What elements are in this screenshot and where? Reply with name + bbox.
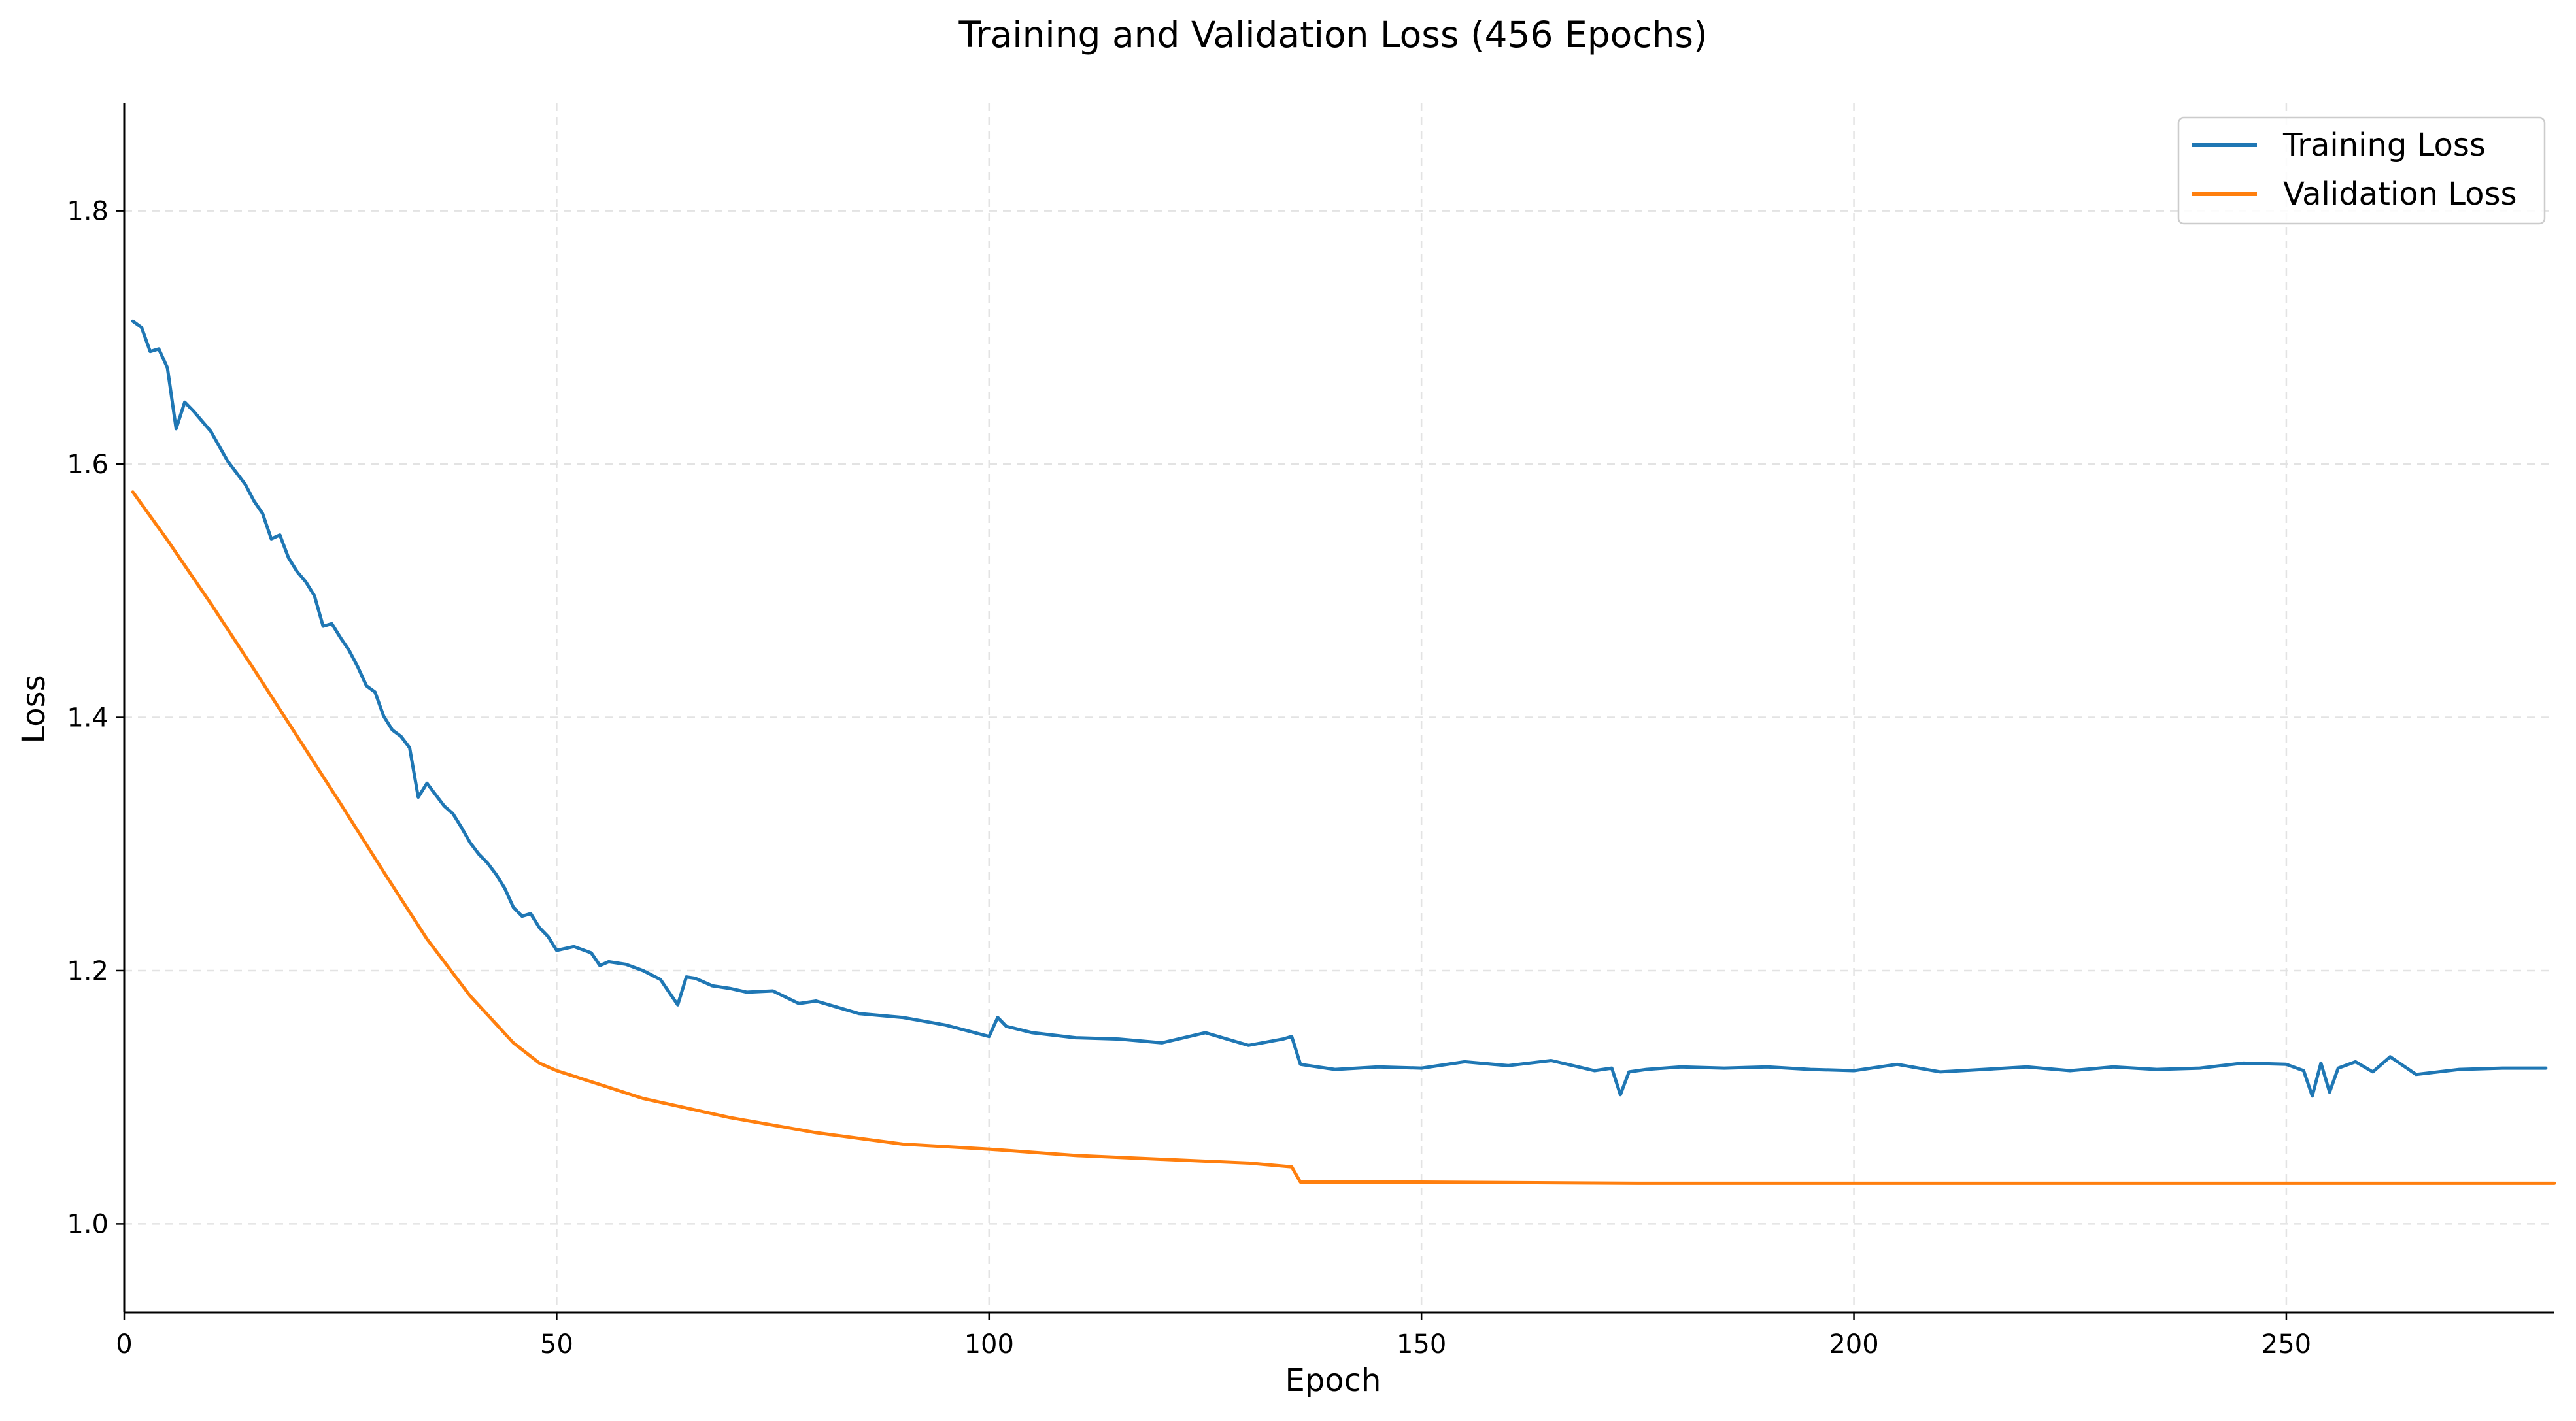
legend-label-validation-loss: Validation Loss (2283, 176, 2517, 212)
y-tick-label: 1.2 (67, 956, 109, 986)
legend-label-training-loss: Training Loss (2282, 127, 2486, 163)
legend-frame (2177, 116, 2546, 225)
series-layer (131, 319, 2556, 1185)
y-tick-label: 1.4 (67, 703, 109, 733)
validation-loss-line (131, 490, 2556, 1185)
legend: Training Loss Validation Loss (2177, 116, 2546, 225)
training-loss-line (131, 319, 2548, 1098)
x-tick-label: 250 (2262, 1329, 2311, 1360)
x-tick-label: 100 (964, 1329, 1014, 1360)
y-tick-label: 1.8 (67, 197, 109, 227)
x-tick-label: 0 (116, 1329, 132, 1360)
y-tick-label: 1.0 (67, 1209, 109, 1239)
x-axis-label: Epoch (1285, 1362, 1381, 1399)
axes-layer (123, 103, 2554, 1314)
x-tick-label: 200 (1829, 1329, 1878, 1360)
y-tick-label: 1.6 (67, 450, 109, 480)
x-tick-label: 50 (540, 1329, 573, 1360)
grid-layer (124, 103, 2554, 1312)
y-axis-label: Loss (16, 675, 52, 743)
chart-title: Training and Validation Loss (456 Epochs… (958, 14, 1707, 56)
x-tick-label: 150 (1397, 1329, 1446, 1360)
ticks-layer: 0 50 100 150 200 250 1.0 1.2 1.4 1.6 1.8 (67, 197, 2311, 1360)
